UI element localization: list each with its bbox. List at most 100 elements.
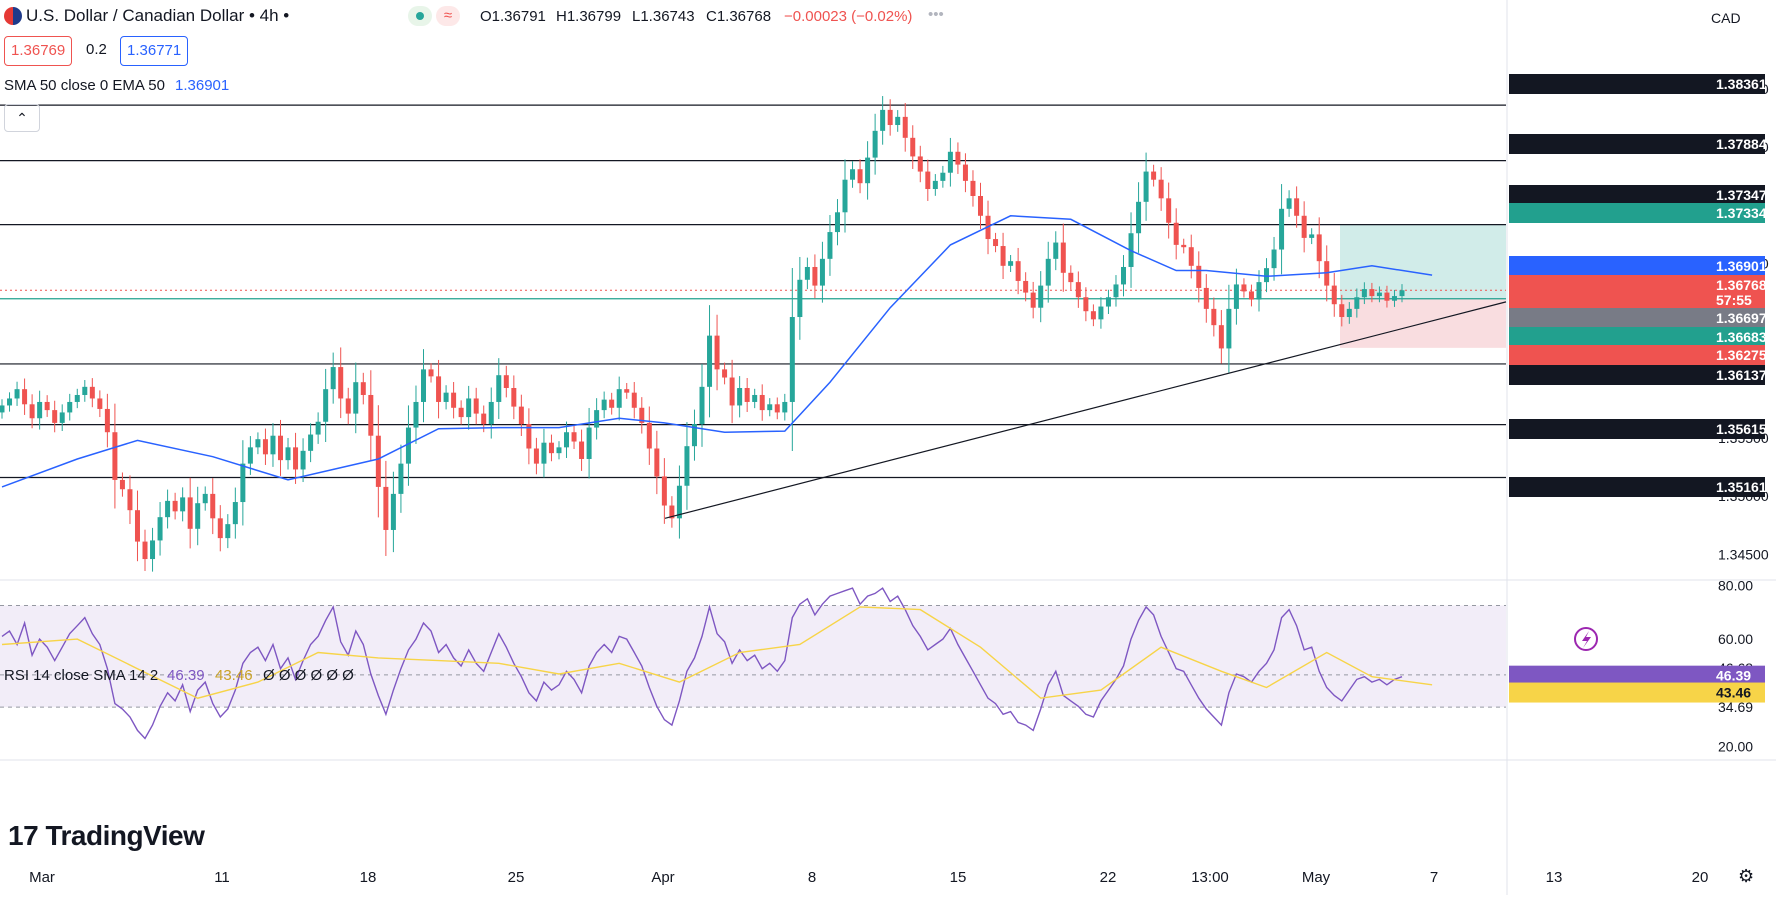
- candle[interactable]: [473, 398, 479, 414]
- candle[interactable]: [729, 377, 735, 406]
- candle[interactable]: [240, 463, 246, 503]
- candle[interactable]: [737, 388, 743, 406]
- candle[interactable]: [1008, 261, 1014, 266]
- candle[interactable]: [616, 389, 622, 408]
- candle[interactable]: [119, 479, 125, 490]
- candle[interactable]: [1181, 244, 1187, 248]
- candle[interactable]: [895, 116, 901, 126]
- candle[interactable]: [819, 258, 825, 286]
- candle[interactable]: [97, 398, 103, 409]
- candle[interactable]: [759, 394, 765, 411]
- candle[interactable]: [413, 401, 419, 428]
- candle[interactable]: [676, 485, 682, 519]
- symbol-title[interactable]: U.S. Dollar / Canadian Dollar • 4h •: [26, 6, 290, 25]
- candle[interactable]: [797, 279, 803, 318]
- candle[interactable]: [1264, 268, 1270, 283]
- candle[interactable]: [925, 171, 931, 190]
- candle[interactable]: [375, 435, 381, 487]
- candle[interactable]: [436, 376, 442, 402]
- candle[interactable]: [1256, 282, 1262, 300]
- candle[interactable]: [451, 392, 457, 408]
- candle[interactable]: [262, 439, 268, 455]
- candle[interactable]: [767, 404, 773, 411]
- candle[interactable]: [315, 421, 321, 435]
- candle[interactable]: [277, 435, 283, 461]
- candle[interactable]: [383, 486, 389, 530]
- candle[interactable]: [67, 401, 73, 413]
- candle[interactable]: [579, 441, 585, 459]
- candle[interactable]: [7, 398, 13, 406]
- candle[interactable]: [0, 405, 5, 413]
- candle[interactable]: [1248, 291, 1254, 300]
- candle[interactable]: [172, 500, 178, 512]
- candle[interactable]: [774, 404, 780, 413]
- candle[interactable]: [669, 505, 675, 519]
- candle[interactable]: [142, 541, 148, 560]
- candle[interactable]: [217, 518, 223, 539]
- candle[interactable]: [872, 130, 878, 158]
- candle[interactable]: [518, 406, 524, 425]
- candle[interactable]: [82, 386, 88, 395]
- candle[interactable]: [74, 394, 80, 402]
- candle[interactable]: [684, 446, 690, 486]
- candle[interactable]: [421, 369, 427, 402]
- candle[interactable]: [1294, 198, 1300, 216]
- live-status-icon[interactable]: [408, 6, 432, 26]
- candle[interactable]: [300, 450, 306, 470]
- candle[interactable]: [752, 394, 758, 402]
- candle[interactable]: [842, 179, 848, 213]
- candle[interactable]: [1196, 265, 1202, 288]
- candle[interactable]: [609, 399, 615, 408]
- candle[interactable]: [165, 500, 171, 518]
- candle[interactable]: [466, 398, 472, 418]
- candle[interactable]: [812, 266, 818, 286]
- candle[interactable]: [714, 335, 720, 370]
- candle[interactable]: [993, 239, 999, 247]
- sma50-line[interactable]: [1, 215, 1433, 488]
- candle[interactable]: [722, 369, 728, 378]
- candle[interactable]: [1218, 325, 1224, 349]
- candle[interactable]: [52, 410, 58, 423]
- wave-icon[interactable]: ≈: [436, 6, 460, 26]
- candle[interactable]: [59, 412, 65, 423]
- candle[interactable]: [586, 427, 592, 459]
- candle[interactable]: [308, 434, 314, 451]
- candle[interactable]: [1068, 272, 1074, 283]
- candle[interactable]: [1090, 311, 1096, 320]
- candle[interactable]: [1286, 198, 1292, 209]
- candle[interactable]: [293, 447, 299, 470]
- candle[interactable]: [255, 439, 261, 448]
- candle[interactable]: [955, 151, 961, 165]
- candle[interactable]: [368, 394, 374, 436]
- candle[interactable]: [134, 510, 140, 542]
- candle[interactable]: [428, 369, 434, 377]
- candle[interactable]: [511, 388, 517, 407]
- candle[interactable]: [405, 427, 411, 464]
- candle[interactable]: [112, 432, 118, 480]
- candle[interactable]: [594, 410, 600, 428]
- candle[interactable]: [917, 156, 923, 172]
- candle[interactable]: [1143, 171, 1149, 202]
- candle[interactable]: [1166, 198, 1172, 223]
- candle[interactable]: [1376, 292, 1382, 297]
- candle[interactable]: [232, 502, 238, 525]
- candle[interactable]: [782, 401, 788, 413]
- candle[interactable]: [89, 386, 95, 399]
- candle[interactable]: [1354, 297, 1360, 309]
- candle[interactable]: [22, 389, 28, 405]
- candle[interactable]: [1173, 222, 1179, 245]
- candle[interactable]: [481, 413, 487, 425]
- candle[interactable]: [1203, 287, 1209, 309]
- candle[interactable]: [827, 232, 833, 259]
- candle[interactable]: [556, 447, 562, 454]
- candle[interactable]: [707, 335, 713, 387]
- target-zone[interactable]: [1340, 224, 1506, 299]
- candle[interactable]: [330, 367, 336, 390]
- candle[interactable]: [1053, 242, 1059, 259]
- candle[interactable]: [639, 407, 645, 423]
- candle[interactable]: [744, 388, 750, 402]
- candle[interactable]: [1316, 234, 1322, 262]
- candle[interactable]: [1158, 179, 1164, 199]
- candle[interactable]: [458, 407, 464, 418]
